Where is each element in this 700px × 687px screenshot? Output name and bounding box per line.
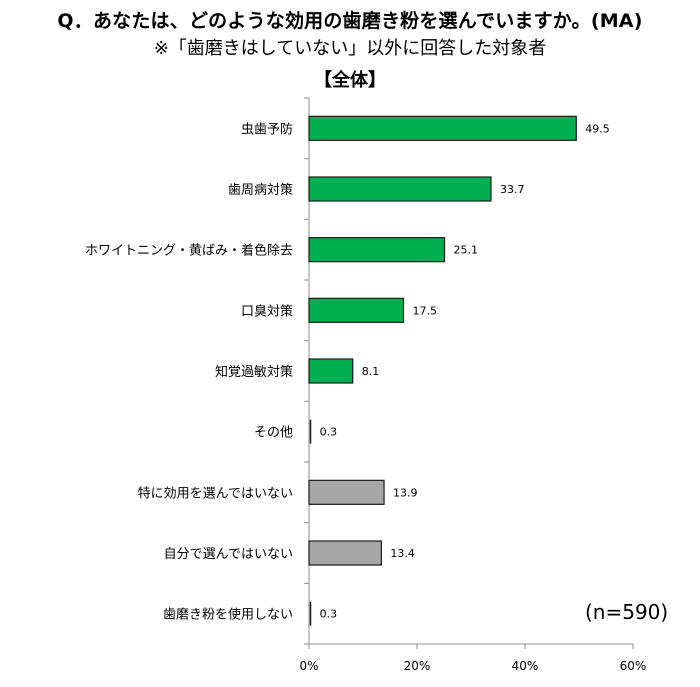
x-tick-label: 20% [404, 659, 431, 673]
chart-subtitle: ※「歯磨きはしていない」以外に回答した対象者 [153, 38, 547, 59]
value-label: 13.9 [393, 486, 418, 499]
section-label: 【全体】 [314, 70, 386, 91]
category-label: その他 [254, 426, 293, 441]
value-label: 25.1 [454, 244, 479, 257]
category-label: 知覚過敏対策 [215, 364, 293, 380]
category-label: 特に効用を選んではいない [138, 486, 293, 501]
value-label: 8.1 [362, 365, 380, 378]
category-label: 虫歯予防 [241, 121, 293, 137]
category-label: 口臭対策 [241, 303, 293, 319]
value-label: 13.4 [390, 547, 415, 560]
sample-size-label: (n=590) [585, 600, 669, 624]
category-label: ホワイトニング・黄ばみ・着色除去 [85, 243, 293, 259]
value-label: 33.7 [500, 183, 524, 196]
value-label: 17.5 [413, 304, 438, 317]
value-label: 0.3 [320, 608, 338, 621]
value-label: 49.5 [585, 122, 610, 135]
bar [308, 479, 385, 505]
value-label: 0.3 [320, 426, 338, 439]
category-label: 歯周病対策 [228, 182, 293, 198]
x-tick-label: 60% [620, 659, 647, 673]
category-label: 自分で選んではいない [164, 547, 293, 562]
bar [308, 237, 446, 263]
bar [308, 176, 492, 202]
category-label: 歯磨き粉を使用しない [163, 607, 293, 623]
bar [308, 540, 382, 566]
bar [308, 297, 405, 323]
chart-title: Q．あなたは、どのような効用の歯磨き粉を選んでいますか。(MA) [57, 10, 643, 32]
bar [308, 358, 354, 384]
bar [308, 115, 577, 141]
x-tick-label: 40% [512, 659, 539, 673]
x-tick-label: 0% [299, 659, 318, 673]
